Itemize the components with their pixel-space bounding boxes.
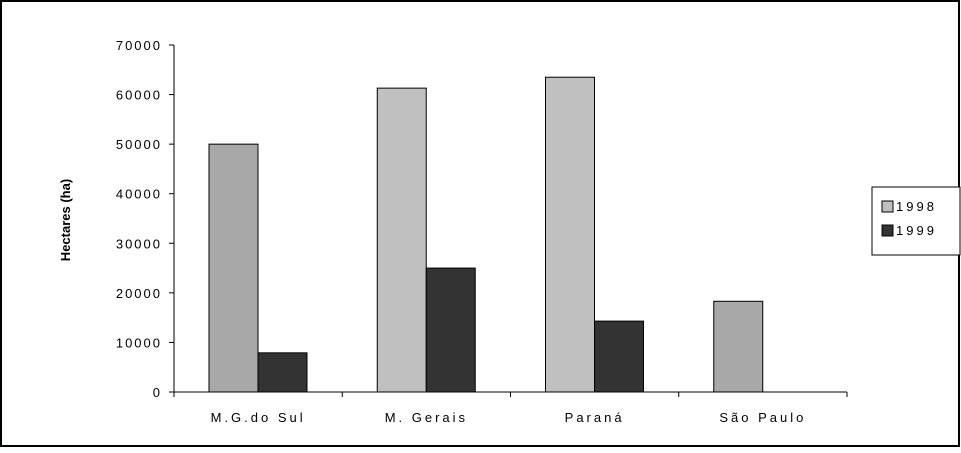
x-category-label: Paraná xyxy=(565,410,625,425)
bar-1998-1 xyxy=(376,87,427,393)
y-axis-title-group: Hectares (ha) xyxy=(58,179,73,261)
bar-1999-1 xyxy=(425,267,476,393)
x-category-label: M.G.do Sul xyxy=(211,410,306,425)
y-tick-label: 30000 xyxy=(116,236,162,251)
legend-box xyxy=(871,186,961,256)
legend-label-1999: 1999 xyxy=(896,223,937,238)
y-tick-label: 60000 xyxy=(116,88,162,103)
bar-1999-0 xyxy=(257,352,308,393)
y-tick-label: 40000 xyxy=(116,187,162,202)
legend: 1998 1999 xyxy=(871,186,961,256)
y-tick-label: 50000 xyxy=(116,137,162,152)
y-tick-label: 10000 xyxy=(116,335,162,350)
bar-1998-0 xyxy=(208,143,259,393)
y-tick-label: 0 xyxy=(153,385,162,400)
y-axis-title: Hectares (ha) xyxy=(58,179,73,261)
bar-1998-3 xyxy=(713,300,764,393)
bar-1998-2 xyxy=(545,76,595,393)
x-category-label: São Paulo xyxy=(719,410,806,425)
x-category-label: M. Gerais xyxy=(385,410,468,425)
legend-label-1998: 1998 xyxy=(896,199,937,214)
bars xyxy=(208,76,764,393)
y-tick-label: 70000 xyxy=(116,38,162,53)
y-tick-label: 20000 xyxy=(116,286,162,301)
legend-swatch-1998 xyxy=(881,200,894,213)
labels: 0 10000 20000 30000 40000 50000 60000 70000 M.G.… xyxy=(116,38,806,425)
bar-1999-2 xyxy=(594,320,644,393)
legend-swatch-1999 xyxy=(881,224,894,237)
